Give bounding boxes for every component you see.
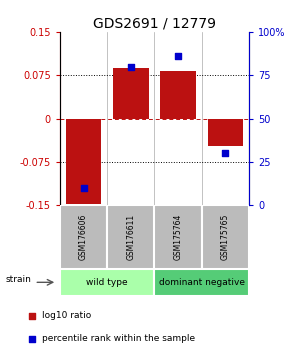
Point [81,185,86,191]
Point [176,53,181,59]
Bar [154,205,202,269]
Bar [208,119,243,146]
Bar [160,71,196,119]
Text: dominant negative: dominant negative [159,278,245,287]
Text: GSM176611: GSM176611 [126,214,135,260]
Text: GSM175765: GSM175765 [221,214,230,261]
Title: GDS2691 / 12779: GDS2691 / 12779 [93,17,216,31]
Point [223,150,228,156]
Bar [66,119,101,204]
Point [128,64,133,69]
Bar [60,205,107,269]
Bar [107,205,154,269]
Text: GSM175764: GSM175764 [174,214,183,261]
Bar [60,269,154,296]
Bar [113,68,148,119]
Text: strain: strain [6,275,32,284]
Text: log10 ratio: log10 ratio [43,312,92,320]
Bar [202,205,249,269]
Point [29,313,34,319]
Point [29,336,34,342]
Bar [154,269,249,296]
Text: GSM176606: GSM176606 [79,214,88,261]
Text: percentile rank within the sample: percentile rank within the sample [43,335,196,343]
Text: wild type: wild type [86,278,128,287]
